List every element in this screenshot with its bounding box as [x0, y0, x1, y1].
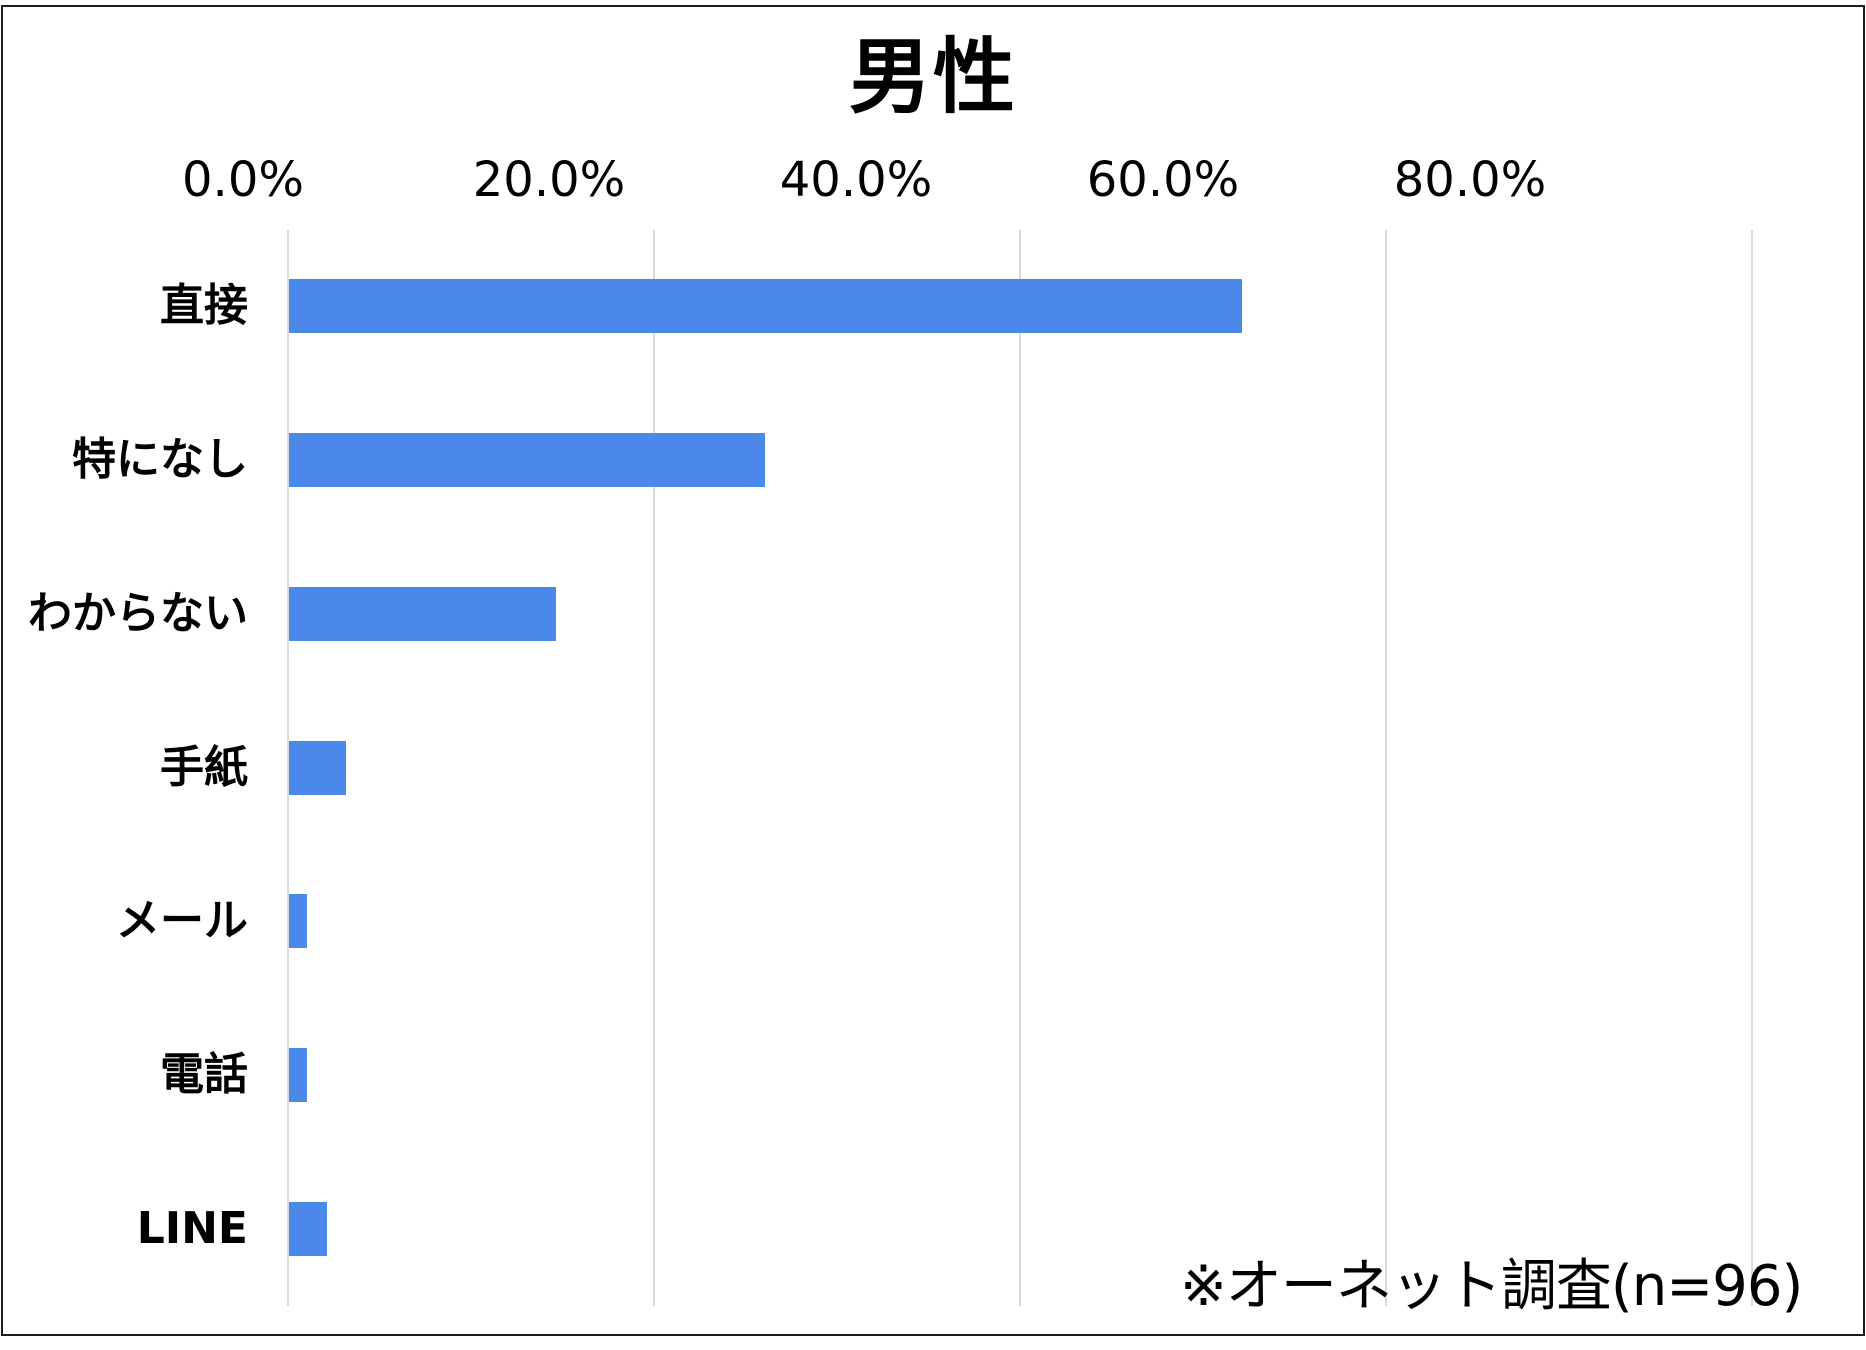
bar [289, 741, 346, 795]
bar [289, 1048, 308, 1102]
chart-title: 男性 [848, 30, 1017, 125]
chart-frame [1, 5, 1865, 1336]
bar [289, 587, 557, 641]
gridline-40 [1019, 230, 1021, 1306]
tick-label-60: 60.0% [1086, 152, 1240, 208]
gridline-20 [653, 230, 655, 1306]
tick-label-40: 40.0% [779, 152, 933, 208]
gridline-80 [1751, 230, 1753, 1306]
category-label: LINE [136, 1203, 248, 1254]
category-label: 直接 [160, 280, 248, 331]
gridline-60 [1385, 230, 1387, 1306]
source-note: ※オーネット調査(n=96) [1180, 1254, 1803, 1319]
tick-label-20: 20.0% [472, 152, 626, 208]
category-label: メール [116, 895, 248, 946]
bar [289, 1202, 328, 1256]
gridline-0 [287, 230, 289, 1306]
bar [289, 894, 308, 948]
category-label: 電話 [160, 1049, 248, 1100]
category-label: 手紙 [160, 742, 248, 793]
tick-label-0: 0.0% [182, 152, 304, 208]
bar [289, 279, 1243, 333]
bar [289, 433, 765, 487]
category-label: 特になし [72, 434, 248, 485]
category-label: わからない [28, 588, 248, 639]
tick-label-80: 80.0% [1393, 152, 1547, 208]
